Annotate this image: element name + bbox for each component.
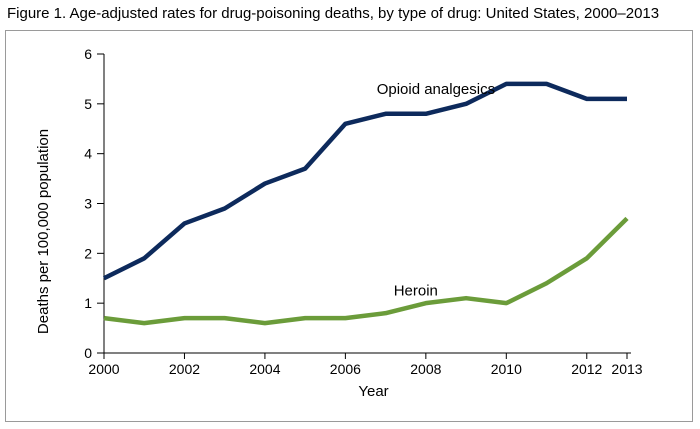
x-tick-label: 2004 xyxy=(249,361,280,377)
x-tick-label: 2006 xyxy=(330,361,361,377)
x-axis-label: Year xyxy=(358,383,388,400)
y-axis-ticks: 0 1 2 3 4 5 6 xyxy=(84,46,104,361)
figure-frame xyxy=(5,30,693,422)
x-tick-label: 2013 xyxy=(611,361,642,377)
y-tick-label: 3 xyxy=(84,196,92,212)
y-axis-label: Deaths per 100,000 population xyxy=(35,129,52,334)
x-tick-label: 2012 xyxy=(571,361,602,377)
series-lines xyxy=(103,81,629,326)
series-label: Heroin xyxy=(394,283,438,300)
series-labels: Opioid analgesics Heroin xyxy=(377,81,495,300)
series-label: Opioid analgesics xyxy=(377,81,495,98)
y-tick-label: 4 xyxy=(84,146,92,162)
x-tick-label: 2008 xyxy=(410,361,441,377)
x-tick-label: 2010 xyxy=(491,361,522,377)
series-line-opioid-analgesics xyxy=(103,81,627,281)
y-tick-label: 6 xyxy=(84,46,92,62)
y-tick-label: 1 xyxy=(84,295,92,311)
x-tick-label: 2002 xyxy=(169,361,200,377)
y-tick-label: 5 xyxy=(84,96,92,112)
figure-title: Figure 1. Age-adjusted rates for drug-po… xyxy=(7,5,660,22)
x-tick-label: 2000 xyxy=(88,361,119,377)
y-tick-label: 0 xyxy=(84,345,92,361)
series-line-heroin xyxy=(103,216,629,326)
y-tick-label: 2 xyxy=(84,245,92,261)
x-axis-ticks: 2000 2002 2004 2006 2008 2010 2012 2013 xyxy=(88,353,643,377)
